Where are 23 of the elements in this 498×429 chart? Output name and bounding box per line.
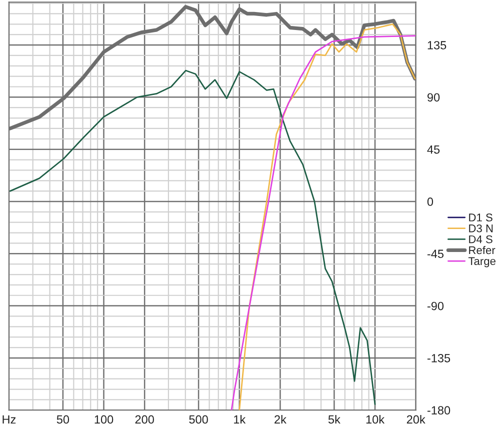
x-tick-label: 1k [234, 414, 246, 424]
y-tick-label: 135 [428, 41, 446, 50]
legend-label: Targe [468, 257, 496, 268]
y-tick-label: 45 [427, 146, 440, 154]
y-tick-label: -45 [427, 250, 444, 258]
x-tick-label: 10k [366, 414, 385, 424]
x-tick-label: 5k [328, 414, 340, 424]
x-tick-label: 2k [274, 414, 286, 424]
x-tick-label: 100 [94, 415, 114, 424]
y-tick-label: -180 [427, 406, 450, 415]
y-tick-label: 90 [427, 93, 440, 102]
x-tick-label: Hz [2, 415, 16, 424]
x-tick-label: 50 [56, 415, 70, 424]
x-tick-label: 20k [406, 414, 426, 424]
legend-label: D4 S [469, 235, 492, 244]
x-tick-label: 500 [189, 415, 208, 424]
y-tick-label: -135 [427, 354, 450, 362]
x-tick-label: 200 [135, 415, 154, 424]
legend-label: D1 S [469, 214, 492, 222]
y-tick-label: 0 [427, 198, 434, 206]
y-tick-label: -90 [427, 302, 444, 310]
legend-label: Refer [469, 246, 496, 254]
legend-label: D3 N [469, 224, 493, 232]
